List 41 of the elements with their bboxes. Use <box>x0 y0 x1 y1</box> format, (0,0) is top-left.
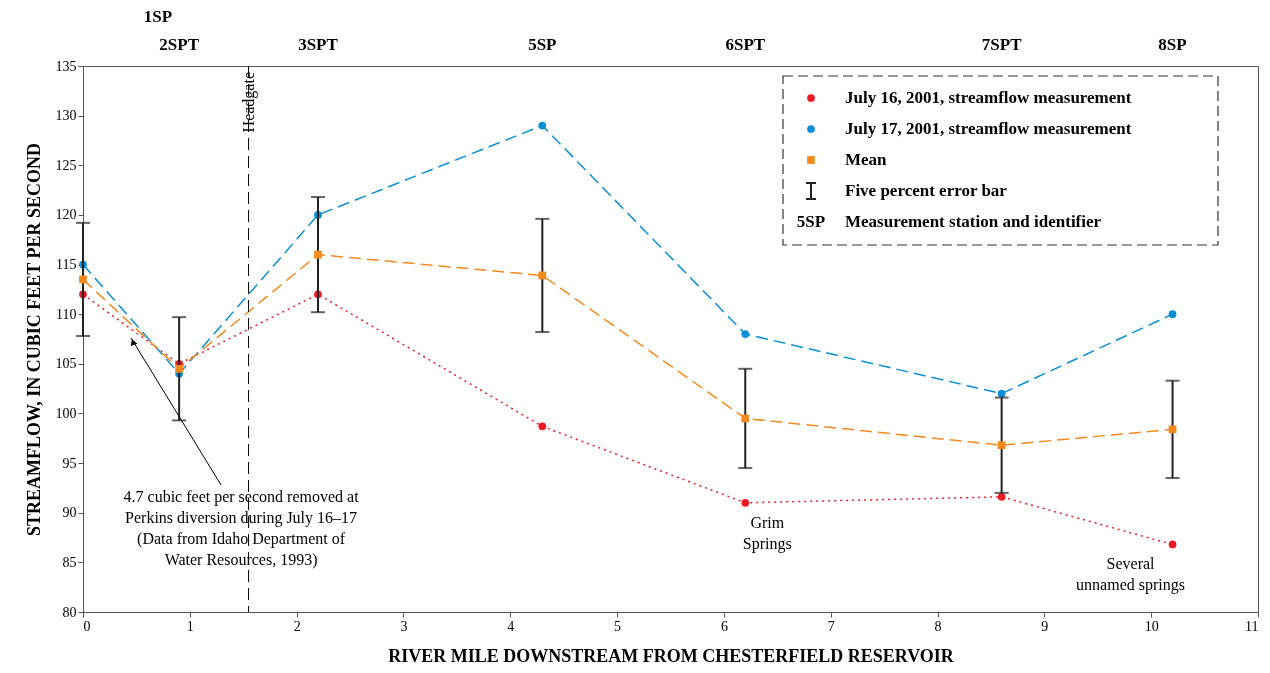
text: 2SPT <box>159 35 200 54</box>
y-tick-label: 115 <box>56 257 77 273</box>
y-tick-label: 85 <box>62 554 77 570</box>
y-tick-label: 110 <box>56 306 77 322</box>
x-tick-label: 7 <box>827 618 835 634</box>
x-tick-label: 9 <box>1041 618 1049 634</box>
x-tick-label: 10 <box>1144 618 1159 634</box>
y-tick-label: 90 <box>62 505 77 521</box>
legend-label: July 17, 2001, streamflow measurement <box>845 119 1132 138</box>
x-tick-label: 6 <box>720 618 728 634</box>
x-tick-label: 4 <box>507 618 515 634</box>
annotation: 5SP Measurement station and identifier <box>796 212 1102 231</box>
y-axis-title: STREAMFLOW, IN CUBIC FEET PER SECOND <box>23 142 44 537</box>
y-tick-label: 130 <box>55 108 77 124</box>
y-tick-label: 95 <box>62 455 77 471</box>
ref-line-label: Headgate <box>239 72 258 133</box>
x-tick-label: 3 <box>400 618 408 634</box>
legend-label: Mean <box>845 150 888 169</box>
text: 3SPT <box>298 35 339 54</box>
annotation: Several unnamed springs <box>1076 555 1185 595</box>
y-tick-label: 135 <box>55 58 77 74</box>
annotation: Five percent error bar <box>845 181 1008 200</box>
text: 5SP <box>528 35 557 54</box>
text: 8SP <box>1158 35 1187 54</box>
y-tick-label: 120 <box>55 207 77 223</box>
y-tick-label: 100 <box>55 405 77 421</box>
annotation: Grim Springs <box>742 513 792 553</box>
x-tick-label: 8 <box>934 618 942 634</box>
x-tick-label: 1 <box>186 618 194 634</box>
x-tick-label: 11 <box>1245 618 1259 634</box>
x-tick-label: 5 <box>614 618 622 634</box>
y-tick-label: 125 <box>55 157 77 173</box>
legend-label: July 16, 2001, streamflow measurement <box>845 88 1132 107</box>
text: 6SPT <box>725 35 766 54</box>
text: 7SPT <box>981 35 1023 54</box>
y-tick-label: 80 <box>62 604 77 620</box>
y-tick-label: 105 <box>55 356 77 372</box>
x-tick-label: 2 <box>293 618 301 634</box>
x-axis-title: RIVER MILE DOWNSTREAM FROM CHESTERFIELD RESERVOIR <box>388 645 955 666</box>
x-tick-label: 0 <box>83 618 91 634</box>
text: 1SP <box>143 7 173 26</box>
